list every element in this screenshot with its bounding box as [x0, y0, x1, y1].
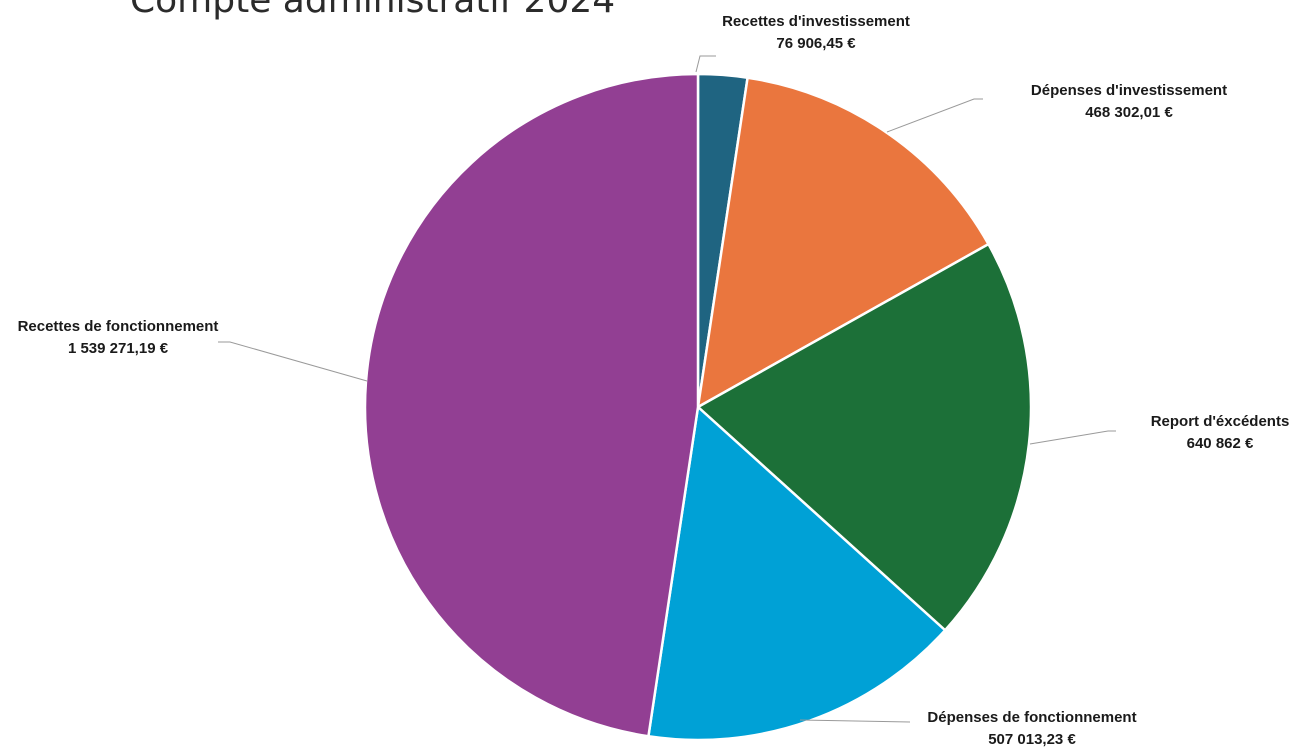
pie-slice-report-excedents	[695, 242, 1033, 633]
leader-line-depenses-investissement	[886, 98, 983, 133]
data-label-value-recettes-investissement: 76 906,45 €	[776, 35, 856, 52]
data-label-value-report-excedents: 640 862 €	[1187, 435, 1254, 452]
data-label-value-depenses-investissement: 468 302,01 €	[1085, 104, 1173, 121]
data-label-value-recettes-fonctionnement: 1 539 271,19 €	[68, 340, 169, 357]
pie-slice-depenses-investissement	[696, 76, 991, 410]
data-label-name-depenses-fonctionnement: Dépenses de fonctionnement	[927, 709, 1136, 726]
data-labels: Recettes d'investissement 76 906,45 € Dépe…	[18, 13, 1290, 748]
pie-slices	[363, 72, 1033, 742]
data-label-name-depenses-investissement: Dépenses d'investissement	[1031, 82, 1227, 99]
leader-lines	[218, 55, 1116, 723]
chart-title: Compte administratif 2024	[130, 0, 615, 21]
leader-line-depenses-fonctionnement	[799, 719, 911, 723]
leader-line-report-excedents	[1029, 430, 1116, 445]
data-label-name-report-excedents: Report d'éxcédents	[1151, 413, 1290, 430]
pie-slice-recettes-fonctionnement	[363, 72, 700, 738]
leader-line-recettes-fonctionnement	[218, 341, 368, 382]
data-label-name-recettes-fonctionnement: Recettes de fonctionnement	[18, 318, 219, 335]
leader-line-recettes-investissement	[695, 55, 716, 73]
data-label-value-depenses-fonctionnement: 507 013,23 €	[988, 731, 1076, 748]
data-label-name-recettes-investissement: Recettes d'investissement	[722, 13, 910, 30]
